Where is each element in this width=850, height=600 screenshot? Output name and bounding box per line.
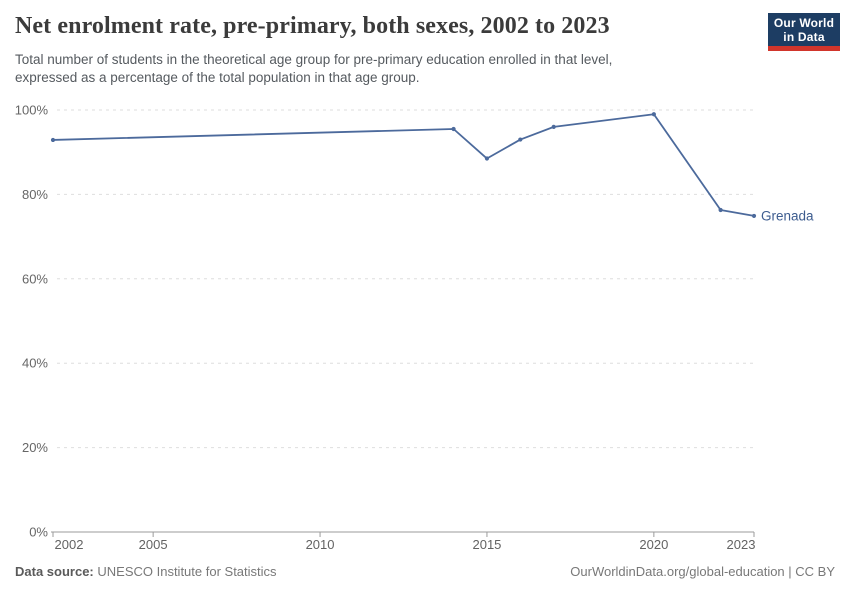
series-line: [52, 113, 755, 217]
x-axis-tick-label: 2010: [306, 537, 335, 552]
data-point-marker: [50, 137, 56, 143]
owid-logo-line-2: in Data: [783, 29, 825, 44]
owid-logo: Our World in Data: [768, 13, 840, 51]
y-axis-tick-label: 60%: [22, 271, 48, 286]
data-point-marker: [551, 124, 556, 129]
y-axis-tick-label: 0%: [29, 525, 48, 540]
owid-logo-line-1: Our World: [773, 15, 835, 30]
attribution-text: OurWorldinData.org/global-education | CC…: [570, 564, 835, 579]
x-axis-tick-label: 2002: [55, 537, 84, 552]
chart-subtitle: Total number of students in the theoreti…: [15, 51, 735, 87]
data-point-marker: [451, 126, 456, 132]
chart-title: Net enrolment rate, pre-primary, both se…: [15, 13, 610, 39]
chart-subtitle-line-1: Total number of students in the theoreti…: [15, 52, 613, 67]
chart-subtitle-line-2: expressed as a percentage of the total p…: [15, 70, 420, 85]
y-axis-tick-label: 40%: [22, 356, 48, 371]
x-axis-tick-label: 2023: [727, 537, 756, 552]
data-point-marker: [518, 137, 523, 142]
data-source-label: Data source:: [15, 564, 94, 579]
x-axis-tick-label: 2015: [472, 537, 501, 552]
data-point-marker: [718, 207, 723, 213]
data-point-marker: [751, 213, 757, 219]
y-axis-tick-label: 20%: [22, 440, 48, 455]
y-axis-tick-label: 80%: [22, 187, 48, 202]
data-point-marker: [651, 112, 656, 117]
data-point-marker: [484, 156, 490, 161]
y-axis-tick-label: 100%: [15, 103, 49, 118]
data-source-value: UNESCO Institute for Statistics: [97, 564, 277, 579]
x-axis-tick-label: 2020: [639, 537, 668, 552]
line-chart: 0% 20% 40% 60% 80% 100% 2002 2005 2010 2015 2020 20…: [15, 103, 814, 553]
x-axis-tick-label: 2005: [139, 537, 168, 552]
entity-label: Grenada: [761, 208, 814, 223]
data-source-note: Data source: UNESCO Institute for Statis…: [15, 563, 277, 580]
chart-footer: Data source: UNESCO Institute for Statis…: [15, 563, 835, 580]
